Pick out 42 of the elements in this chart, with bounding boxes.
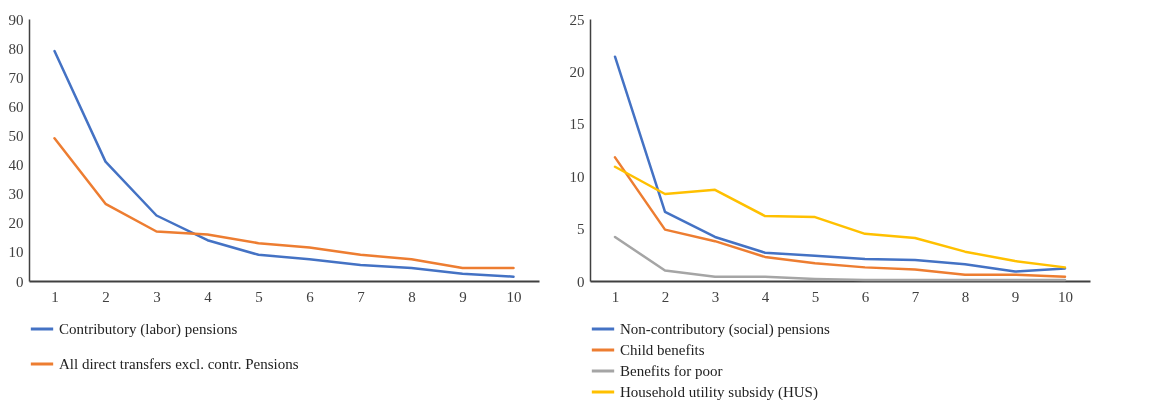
x-tick-label: 5 — [255, 288, 263, 305]
y-tick-label: 0 — [16, 273, 24, 290]
y-tick-label: 25 — [569, 11, 585, 28]
x-tick-label: 1 — [51, 288, 59, 305]
legend-label: All direct transfers excl. contr. Pensions — [59, 356, 299, 372]
y-tick-label: 10 — [8, 244, 24, 261]
legend-label: Household utility subsidy (HUS) — [620, 384, 818, 401]
y-tick-label: 0 — [577, 273, 585, 290]
y-tick-label: 80 — [8, 40, 24, 57]
y-tick-label: 60 — [8, 98, 24, 115]
y-tick-label: 70 — [8, 69, 24, 86]
x-tick-label: 2 — [661, 288, 670, 305]
x-tick-label: 4 — [761, 288, 770, 305]
x-tick-label: 9 — [1011, 288, 1020, 305]
legend-label: Non-contributory (social) pensions — [620, 321, 831, 338]
y-tick-label: 50 — [8, 127, 24, 144]
x-tick-label: 4 — [204, 288, 213, 305]
x-tick-label: 10 — [1058, 288, 1073, 305]
y-tick-label: 30 — [8, 186, 24, 203]
y-tick-label: 10 — [569, 168, 585, 185]
y-tick-label: 20 — [8, 215, 24, 232]
legend-label: Contributory (labor) pensions — [59, 321, 238, 338]
x-tick-label: 8 — [408, 288, 416, 305]
x-tick-label: 10 — [506, 288, 522, 305]
x-tick-label: 8 — [961, 288, 970, 305]
x-tick-label: 5 — [811, 288, 820, 305]
x-tick-label: 6 — [306, 288, 315, 305]
x-tick-label: 3 — [153, 288, 161, 305]
y-tick-label: 5 — [577, 221, 585, 238]
x-tick-label: 6 — [861, 288, 870, 305]
x-tick-label: 1 — [611, 288, 620, 305]
x-tick-label: 7 — [911, 288, 920, 305]
legend-label: Child benefits — [620, 342, 705, 358]
y-tick-label: 15 — [569, 116, 585, 133]
y-tick-label: 40 — [8, 157, 24, 174]
x-tick-label: 3 — [711, 288, 720, 305]
y-tick-label: 90 — [8, 11, 24, 28]
x-tick-label: 9 — [459, 288, 467, 305]
legend-label: Benefits for poor — [620, 363, 723, 379]
x-tick-label: 7 — [357, 288, 366, 305]
y-tick-label: 20 — [569, 63, 585, 80]
x-tick-label: 2 — [102, 288, 110, 305]
